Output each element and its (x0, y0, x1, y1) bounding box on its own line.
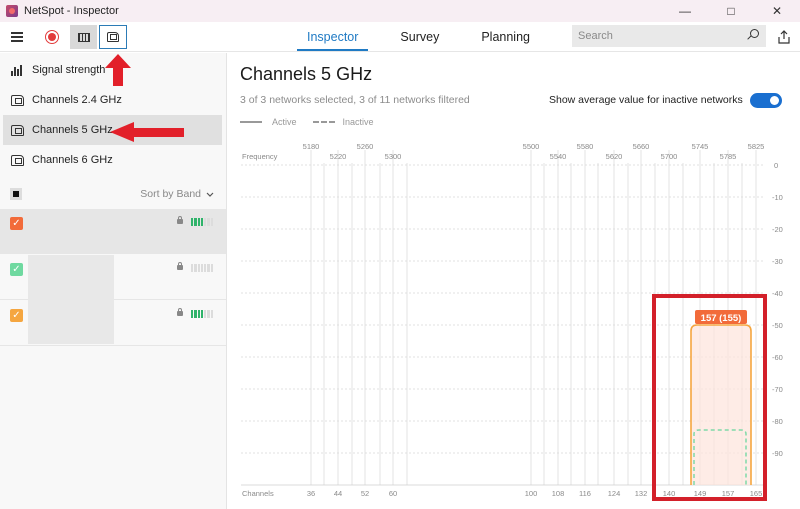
legend-active: Active (272, 117, 297, 127)
signal-bars (191, 310, 213, 318)
left-arrow-annotation (110, 122, 184, 142)
redacted-network-names (28, 255, 114, 344)
chart-legend: Active Inactive (240, 117, 374, 127)
up-arrow-annotation (105, 54, 131, 86)
search-input[interactable] (578, 30, 738, 42)
hamburger-icon (11, 36, 23, 38)
sidebar-item-label: Channels 5 GHz (32, 124, 113, 136)
main-panel: Channels 5 GHz 3 of 3 networks selected,… (228, 53, 800, 509)
tab-planning[interactable]: Planning (481, 30, 530, 44)
network-checkbox[interactable]: ✓ (10, 263, 23, 276)
sidebar: Signal strength Channels 2.4 GHz Channel… (0, 53, 227, 509)
close-button[interactable]: ✕ (771, 4, 783, 18)
search-icon[interactable] (750, 29, 759, 38)
sidebar-item-channels-2-4ghz[interactable]: Channels 2.4 GHz (3, 85, 222, 115)
selection-summary: 3 of 3 networks selected, 3 of 11 networ… (240, 94, 470, 106)
grid-view-icon (77, 32, 90, 42)
sidebar-item-channels-5ghz[interactable]: Channels 5 GHz (3, 115, 222, 145)
signal-bars (191, 218, 213, 226)
sidebar-item-signal-strength[interactable]: Signal strength (3, 55, 222, 85)
channels-icon (11, 154, 24, 166)
netspot-app-icon (6, 5, 18, 17)
sort-row: Sort by Band (0, 181, 226, 207)
window-title: NetSpot - Inspector (24, 5, 119, 17)
network-row[interactable]: ✓ (0, 301, 226, 346)
channels-icon (11, 124, 24, 136)
select-all-checkbox[interactable] (10, 188, 22, 200)
lock-icon (177, 308, 183, 316)
search-box (572, 25, 766, 47)
sidebar-item-label: Channels 2.4 GHz (32, 94, 122, 106)
active-line-swatch (240, 121, 262, 123)
inactive-average-toggle[interactable] (750, 93, 782, 108)
sidebar-item-label: Signal strength (32, 64, 106, 76)
menu-button[interactable] (8, 25, 26, 49)
sort-label: Sort by Band (140, 188, 201, 200)
share-icon (778, 30, 790, 44)
record-button[interactable] (42, 25, 62, 49)
title-bar: NetSpot - Inspector — □ ✕ (0, 0, 800, 22)
lock-icon (177, 216, 183, 224)
sidebar-item-channels-6ghz[interactable]: Channels 6 GHz (3, 145, 222, 175)
share-button[interactable] (775, 25, 793, 49)
chevron-down-icon (206, 192, 214, 197)
inactive-line-swatch (312, 121, 335, 123)
highlight-box (652, 294, 767, 501)
channels-view-button[interactable] (99, 25, 127, 49)
tab-inspector[interactable]: Inspector (297, 22, 369, 52)
channels-view-icon (107, 32, 119, 42)
channels-icon (11, 94, 24, 106)
page-title: Channels 5 GHz (240, 64, 373, 84)
grid-view-button[interactable] (70, 25, 97, 49)
record-icon (45, 30, 59, 44)
inactive-average-label: Show average value for inactive networks (549, 94, 743, 106)
lock-icon (177, 262, 183, 270)
signal-bars (191, 264, 213, 272)
minimize-button[interactable]: — (679, 4, 691, 18)
network-checkbox[interactable]: ✓ (10, 309, 23, 322)
maximize-button[interactable]: □ (727, 4, 735, 18)
network-checkbox[interactable]: ✓ (10, 217, 23, 230)
main-tabs: Inspector Survey Planning (297, 22, 562, 52)
signal-strength-icon (11, 64, 24, 76)
sort-dropdown[interactable]: Sort by Band (140, 188, 214, 200)
legend-inactive: Inactive (342, 117, 374, 127)
sidebar-item-label: Channels 6 GHz (32, 154, 113, 166)
tab-survey[interactable]: Survey (400, 30, 440, 44)
toolbar: Inspector Survey Planning (0, 22, 800, 52)
network-row[interactable]: ✓ (0, 209, 226, 254)
